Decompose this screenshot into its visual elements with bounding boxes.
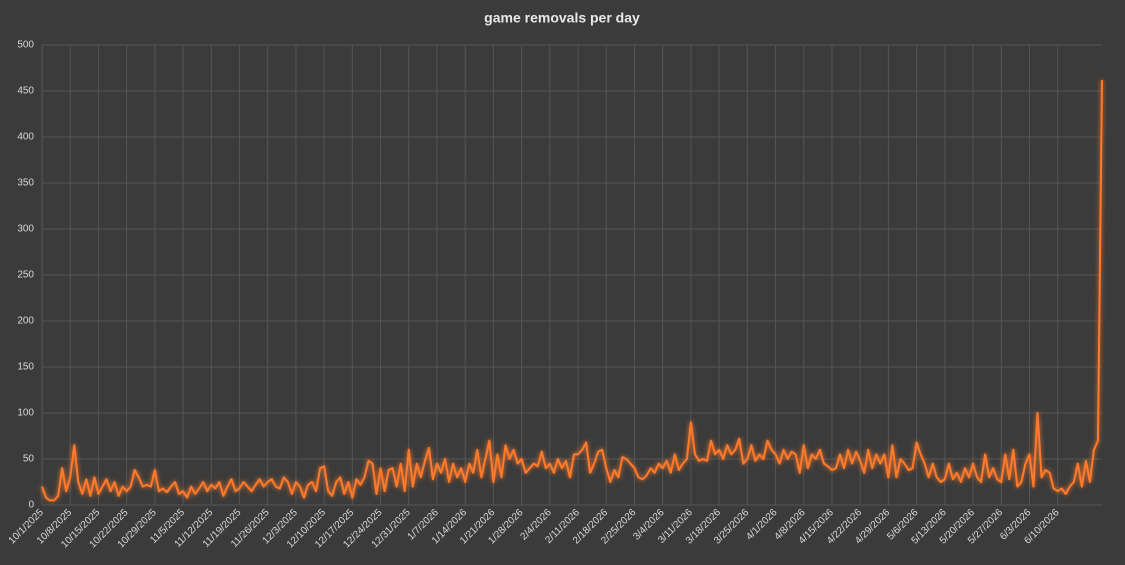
data-line <box>41 79 1103 502</box>
y-tick-label: 450 <box>17 86 34 97</box>
y-tick-label: 150 <box>17 362 34 373</box>
y-tick-label: 350 <box>17 178 34 189</box>
y-tick-label: 0 <box>28 500 34 511</box>
y-tick-label: 100 <box>17 408 34 419</box>
y-tick-label: 50 <box>23 454 35 465</box>
y-tick-label: 300 <box>17 224 34 235</box>
y-tick-label: 200 <box>17 316 34 327</box>
y-tick-label: 400 <box>17 132 34 143</box>
chart-title: game removals per day <box>484 10 640 26</box>
y-tick-label: 250 <box>17 270 34 281</box>
y-tick-label: 500 <box>17 40 34 51</box>
